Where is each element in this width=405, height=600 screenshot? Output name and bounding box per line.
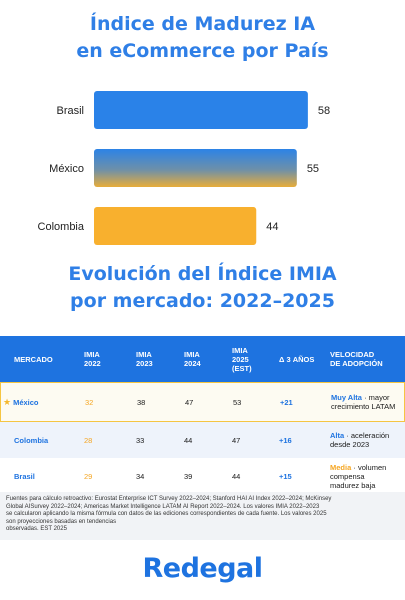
redegal-logo: Redegal [142,553,263,584]
star-icon: ★ [3,396,12,407]
footnote-line: Fuentes para cálculo retroactivo: Eurost… [6,496,332,502]
row-market: ★ México [3,396,39,407]
footnote: Fuentes para cálculo retroactivo: Eurost… [0,492,405,540]
category-label: México [49,163,84,175]
row-market: Colombia [14,435,49,445]
cell-2024: 44 [184,435,193,445]
value-label: 58 [318,105,330,117]
cell-speed: Muy Alta · mayor crecimiento LATAM [331,393,396,411]
footnote-line: son proyecciones basadas en tendencias [6,518,117,525]
header-2024: IMIA 2024 [184,350,201,368]
table-row-colombia: Colombia 28 33 44 47 +16 Alta · acelerac… [0,422,405,458]
cell-delta: +21 [280,397,293,407]
cell-speed: Alta · aceleración desde 2023 [330,431,390,449]
chart-title-line-2: en eCommerce por País [76,40,329,62]
bar-méxico [94,149,297,187]
value-label: 44 [266,221,278,233]
cell-delta: +16 [279,435,292,445]
bar-chart: Brasil 58 México 55 Colombia 44 [38,91,330,245]
cell-2025: 44 [232,471,241,481]
table-row-mexico: ★ México 32 38 47 53 +21 Muy Alta · mayo… [0,382,405,422]
header-market: MERCADO [14,354,53,364]
cell-2022: 28 [84,435,93,445]
cell-2025: 53 [233,397,242,407]
table-row-brasil: Brasil 29 34 39 44 +15 Media · volumen co… [0,458,405,494]
table-header: MERCADO IMIA 2022 IMIA 2023 IMIA 2024 IMIA 2… [0,336,405,382]
cell-2024: 47 [185,397,194,407]
cell-2022: 29 [84,471,93,481]
cell-2023: 34 [136,471,145,481]
bar-colombia [94,207,257,245]
chart-title-line-1: Índice de Madurez IA [89,13,316,35]
header-2022: IMIA 2022 [84,350,101,368]
header-delta: Δ 3 AÑOS [279,354,315,364]
table-title-line-1: Evolución del Índice IMIA [68,263,337,285]
category-label: Colombia [38,221,85,233]
table-title-line-2: por mercado: 2022–2025 [70,290,335,312]
cell-2023: 38 [137,397,146,407]
value-label: 55 [307,163,319,175]
chart-title: Índice de Madurez IA en eCommerce por Pa… [0,11,405,65]
header-2023: IMIA 2023 [136,350,153,368]
cell-2025: 47 [232,435,241,445]
imia-table: MERCADO IMIA 2022 IMIA 2023 IMIA 2024 IMIA 2… [0,336,405,494]
category-label: Brasil [56,105,84,117]
cell-delta: +15 [279,471,292,481]
row-market: Brasil [14,471,35,481]
cell-2024: 39 [184,471,193,481]
cell-2023: 33 [136,435,145,445]
footnote-line: se calcularon aplicando la misma fórmula… [6,511,327,518]
bar-brasil [94,91,308,129]
footnote-line: observadas. EST 2025 [6,526,67,533]
cell-2022: 32 [85,397,94,407]
table-title: Evolución del Índice IMIA por mercado: 2… [0,261,405,315]
header-speed: VELOCIDAD DE ADOPCIÓN [330,350,383,368]
cell-speed: Media · volumen compensa madurez baja [330,462,387,490]
footnote-line: Global AISurvey 2022–2024; Americas Mark… [6,503,320,510]
header-2025-est: IMIA 2025 (EST) [232,345,252,373]
